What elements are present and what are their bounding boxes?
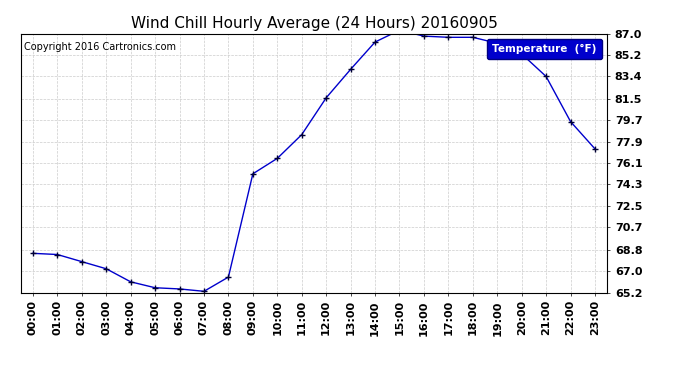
Legend: Temperature  (°F): Temperature (°F) [487, 39, 602, 60]
Text: Copyright 2016 Cartronics.com: Copyright 2016 Cartronics.com [23, 42, 176, 51]
Title: Wind Chill Hourly Average (24 Hours) 20160905: Wind Chill Hourly Average (24 Hours) 201… [130, 16, 497, 31]
